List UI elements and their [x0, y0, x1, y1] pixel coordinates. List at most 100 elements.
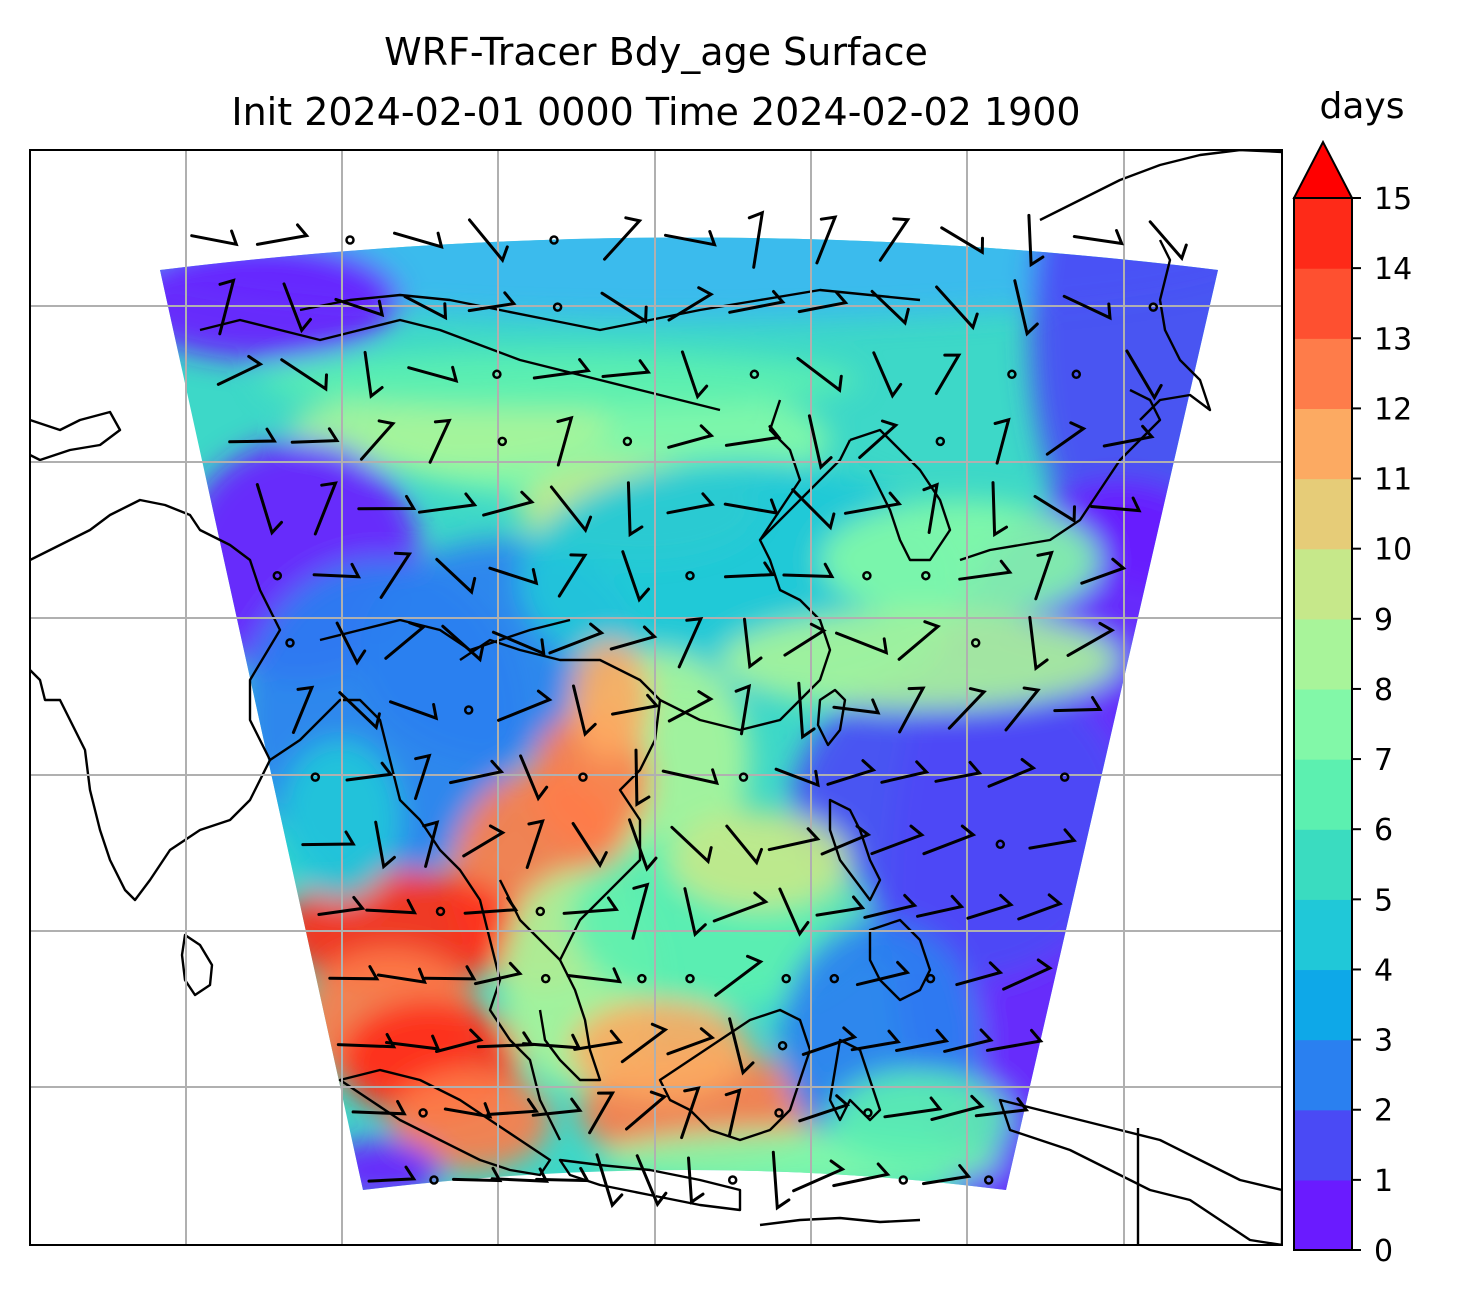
coastline-segment — [959, 388, 1162, 562]
wind-barb — [687, 1156, 705, 1205]
chart-title-line2: Init 2024-02-01 0000 Time 2024-02-02 190… — [231, 90, 1081, 134]
calm-wind-marker — [863, 1108, 873, 1118]
calm-wind-marker — [925, 973, 936, 984]
wind-barb — [376, 967, 427, 984]
wind-barb — [486, 1098, 540, 1116]
field-patch — [570, 1000, 750, 1100]
colorbar-tick-label: 3 — [1374, 1024, 1393, 1059]
wind-barb — [872, 351, 903, 399]
colorbar-tick-label: 8 — [1374, 673, 1393, 708]
wind-barb — [935, 285, 979, 331]
colorbar-extend-arrow — [1292, 139, 1354, 199]
field-patch — [280, 740, 400, 900]
coastline-segment — [868, 918, 932, 1002]
calm-wind-marker — [1071, 369, 1082, 380]
wind-barb — [385, 1034, 441, 1051]
wind-barb — [940, 226, 984, 255]
wind-barb — [728, 290, 786, 314]
wind-barb — [725, 824, 763, 866]
wind-barb — [774, 767, 820, 788]
wind-barb — [449, 759, 505, 785]
wind-barb — [797, 681, 816, 740]
wind-barb — [468, 218, 509, 264]
wind-barb — [345, 761, 394, 782]
colorbar-units-label: days — [1320, 86, 1405, 127]
colorbar-level-5 — [1294, 829, 1352, 900]
wind-barb — [218, 278, 236, 336]
wind-barb — [317, 895, 366, 916]
wind-barb — [628, 818, 658, 872]
calm-wind-marker — [492, 369, 502, 380]
calm-wind-marker — [935, 436, 946, 447]
wind-barb — [667, 690, 714, 723]
wind-barb — [422, 820, 440, 868]
wind-barb — [683, 887, 707, 938]
wind-barb — [1002, 958, 1053, 991]
wind-barb — [336, 1033, 397, 1049]
wind-barb — [934, 760, 983, 783]
wind-barb — [359, 419, 396, 461]
wind-barb — [490, 1167, 550, 1183]
colorbar-level-10 — [1294, 478, 1352, 550]
wind-barb — [747, 210, 765, 269]
wind-barb — [1102, 424, 1155, 448]
colorbar-level-14 — [1294, 198, 1352, 269]
wind-barb — [797, 290, 849, 314]
colorbar-level-0 — [1294, 1179, 1352, 1251]
wind-barb — [435, 1028, 484, 1053]
colorbar-tick-label: 12 — [1374, 392, 1412, 427]
wind-barb — [796, 356, 843, 393]
wind-barb — [414, 753, 432, 801]
wind-barb — [280, 358, 328, 392]
wind-barb — [677, 617, 704, 669]
wind-barb — [898, 686, 926, 734]
wind-barb — [883, 1096, 943, 1119]
calm-wind-marker — [829, 973, 840, 984]
coastline-segment — [319, 618, 571, 652]
wind-barb — [562, 896, 620, 915]
calm-wind-marker — [549, 235, 559, 245]
wind-barb — [620, 1022, 669, 1064]
colorbar-level-8 — [1294, 618, 1352, 690]
wind-barb — [734, 683, 752, 736]
wind-barb — [1033, 494, 1076, 524]
coastline-segment — [299, 288, 921, 332]
colorbar-tick-label: 14 — [1374, 252, 1412, 287]
coastline-segment — [659, 439, 852, 732]
wind-barb — [379, 551, 413, 599]
wind-barb — [815, 215, 838, 265]
wind-barb — [943, 1028, 994, 1053]
wind-barb — [1027, 213, 1045, 268]
wind-barb — [525, 819, 545, 869]
map-frame — [29, 149, 1283, 1246]
wind-barb — [955, 961, 1004, 987]
coastline-segment — [459, 638, 662, 962]
colorbar-tick-label: 0 — [1374, 1234, 1393, 1269]
wind-barb — [667, 286, 715, 322]
wind-barb — [1080, 557, 1127, 585]
coastlines — [30, 150, 1282, 1245]
field-patch — [160, 240, 400, 360]
wind-barb — [338, 691, 381, 731]
coastline-segment — [998, 1098, 1282, 1245]
wind-barb — [625, 1090, 668, 1131]
wind-barb — [987, 758, 1037, 788]
wind-barb — [974, 1097, 1030, 1118]
wind-barb — [778, 887, 810, 937]
colorbar-tick-label: 11 — [1374, 463, 1412, 498]
calm-wind-marker — [862, 570, 872, 581]
wind-barb — [572, 684, 597, 737]
wind-barb — [1017, 893, 1063, 921]
colorbar-frame — [1293, 197, 1353, 1251]
calm-wind-marker — [540, 973, 551, 984]
wind-barb — [680, 1086, 701, 1140]
coastline-segment — [828, 1038, 882, 1122]
wind-barb — [767, 827, 821, 852]
calm-wind-marker — [749, 369, 760, 380]
wind-barb — [728, 1017, 755, 1076]
calm-wind-marker — [1007, 369, 1017, 380]
wind-barb — [1053, 696, 1103, 713]
wind-barb — [1072, 229, 1125, 246]
wind-barb — [792, 1159, 846, 1193]
